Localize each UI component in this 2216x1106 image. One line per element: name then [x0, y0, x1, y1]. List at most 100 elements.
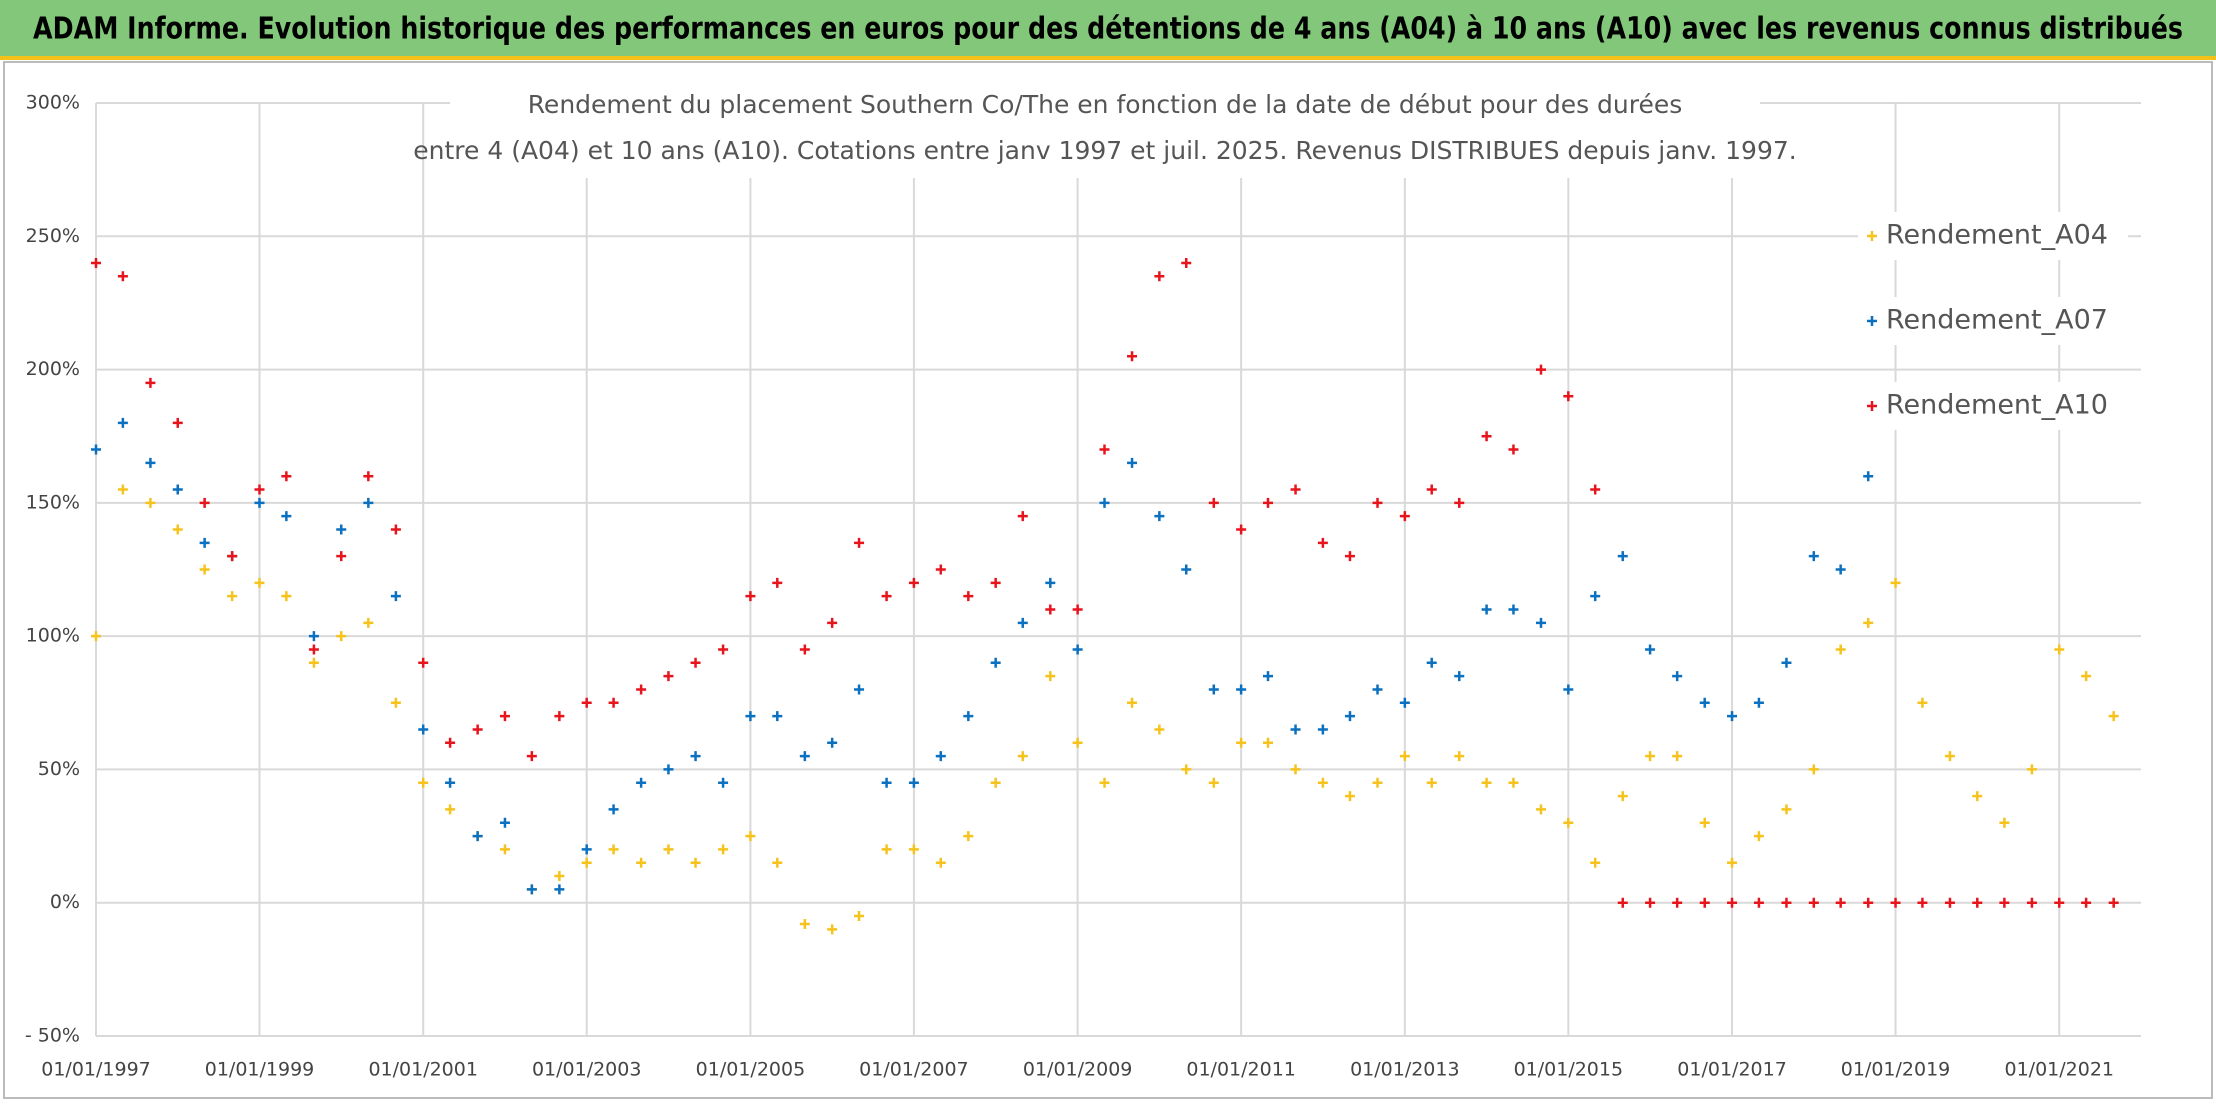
data-point: [1181, 764, 1192, 775]
data-point: [1262, 737, 1273, 748]
data-point: [2026, 897, 2037, 908]
y-tick-label: - 50%: [25, 1025, 80, 1047]
y-tick-label: 50%: [38, 758, 80, 780]
data-point: [1590, 591, 1601, 602]
data-point: [1753, 697, 1764, 708]
data-point: [935, 564, 946, 575]
data-point: [1563, 817, 1574, 828]
data-point: [499, 844, 510, 855]
data-point: [554, 711, 565, 722]
data-point: [499, 711, 510, 722]
data-point: [1999, 897, 2010, 908]
data-point: [690, 751, 701, 762]
data-point: [1890, 897, 1901, 908]
data-point: [1835, 644, 1846, 655]
legend-background: [1858, 212, 2128, 260]
data-point: [91, 444, 101, 455]
data-point: [1481, 604, 1492, 615]
data-point: [1344, 791, 1355, 802]
grid: [95, 102, 2141, 1037]
data-point: [336, 631, 347, 642]
data-point: [608, 804, 619, 815]
data-point: [1181, 257, 1192, 268]
data-point: [908, 577, 919, 588]
data-point: [718, 844, 729, 855]
data-point: [2081, 671, 2092, 682]
data-point: [1999, 817, 2010, 828]
data-point: [390, 697, 401, 708]
data-point: [1017, 751, 1028, 762]
data-point: [663, 844, 674, 855]
data-point: [281, 471, 292, 482]
legend-background: [1858, 382, 2128, 430]
data-point: [772, 711, 783, 722]
data-point: [1863, 897, 1874, 908]
data-point: [1508, 777, 1519, 788]
data-point: [1181, 564, 1192, 575]
data-point: [1617, 897, 1628, 908]
data-point: [363, 471, 374, 482]
data-point: [690, 857, 701, 868]
data-point: [472, 831, 483, 842]
data-point: [363, 617, 374, 628]
data-point: [1944, 751, 1955, 762]
data-point: [608, 844, 619, 855]
data-point: [172, 417, 183, 428]
data-point: [636, 777, 647, 788]
x-tick-label: 01/01/2017: [1677, 1059, 1787, 1081]
data-point: [990, 777, 1001, 788]
y-tick-label: 150%: [26, 491, 80, 513]
data-point: [935, 857, 946, 868]
chart-title: entre 4 (A04) et 10 ans (A10). Cotations…: [413, 136, 1796, 165]
data-point: [1672, 897, 1683, 908]
x-tick-label: 01/01/2019: [1841, 1059, 1951, 1081]
data-point: [1808, 551, 1819, 562]
chart-border: [3, 61, 2213, 1099]
data-point: [1536, 804, 1546, 815]
data-point: [1127, 697, 1138, 708]
x-tick-label: 01/01/1997: [41, 1059, 151, 1081]
data-point: [526, 884, 537, 895]
data-point: [145, 497, 156, 508]
data-point: [745, 831, 756, 842]
data-point: [336, 551, 347, 562]
data-point: [254, 484, 265, 495]
data-point: [1099, 497, 1110, 508]
data-point: [1454, 497, 1465, 508]
data-point: [526, 751, 537, 762]
data-point: [1372, 497, 1383, 508]
data-point: [581, 857, 592, 868]
legend-marker: [1867, 316, 1877, 326]
data-point: [1563, 684, 1574, 695]
data-point: [308, 631, 319, 642]
data-point: [1781, 897, 1792, 908]
data-point: [1863, 617, 1874, 628]
x-tick-label: 01/01/2005: [696, 1059, 806, 1081]
header-title: ADAM Informe. Evolution historique des p…: [33, 12, 2183, 47]
data-point: [117, 484, 128, 495]
data-point: [445, 777, 456, 788]
data-point: [1017, 511, 1028, 522]
data-point: [1426, 484, 1437, 495]
data-point: [1045, 671, 1056, 682]
x-tick-label: 01/01/2011: [1186, 1059, 1296, 1081]
x-tick-label: 01/01/1999: [205, 1059, 315, 1081]
data-point: [1317, 724, 1328, 735]
data-point: [881, 777, 892, 788]
data-point: [1727, 711, 1738, 722]
data-point: [2108, 711, 2119, 722]
data-point: [390, 524, 401, 535]
data-point: [1863, 471, 1874, 482]
data-point: [990, 577, 1001, 588]
data-point: [1262, 671, 1273, 682]
data-point: [1154, 724, 1165, 735]
data-point: [935, 751, 946, 762]
data-point: [963, 591, 974, 602]
data-point: [91, 631, 101, 642]
data-point: [1972, 897, 1983, 908]
data-point: [172, 484, 183, 495]
data-point: [2108, 897, 2119, 908]
data-point: [854, 911, 865, 922]
data-point: [472, 724, 483, 735]
